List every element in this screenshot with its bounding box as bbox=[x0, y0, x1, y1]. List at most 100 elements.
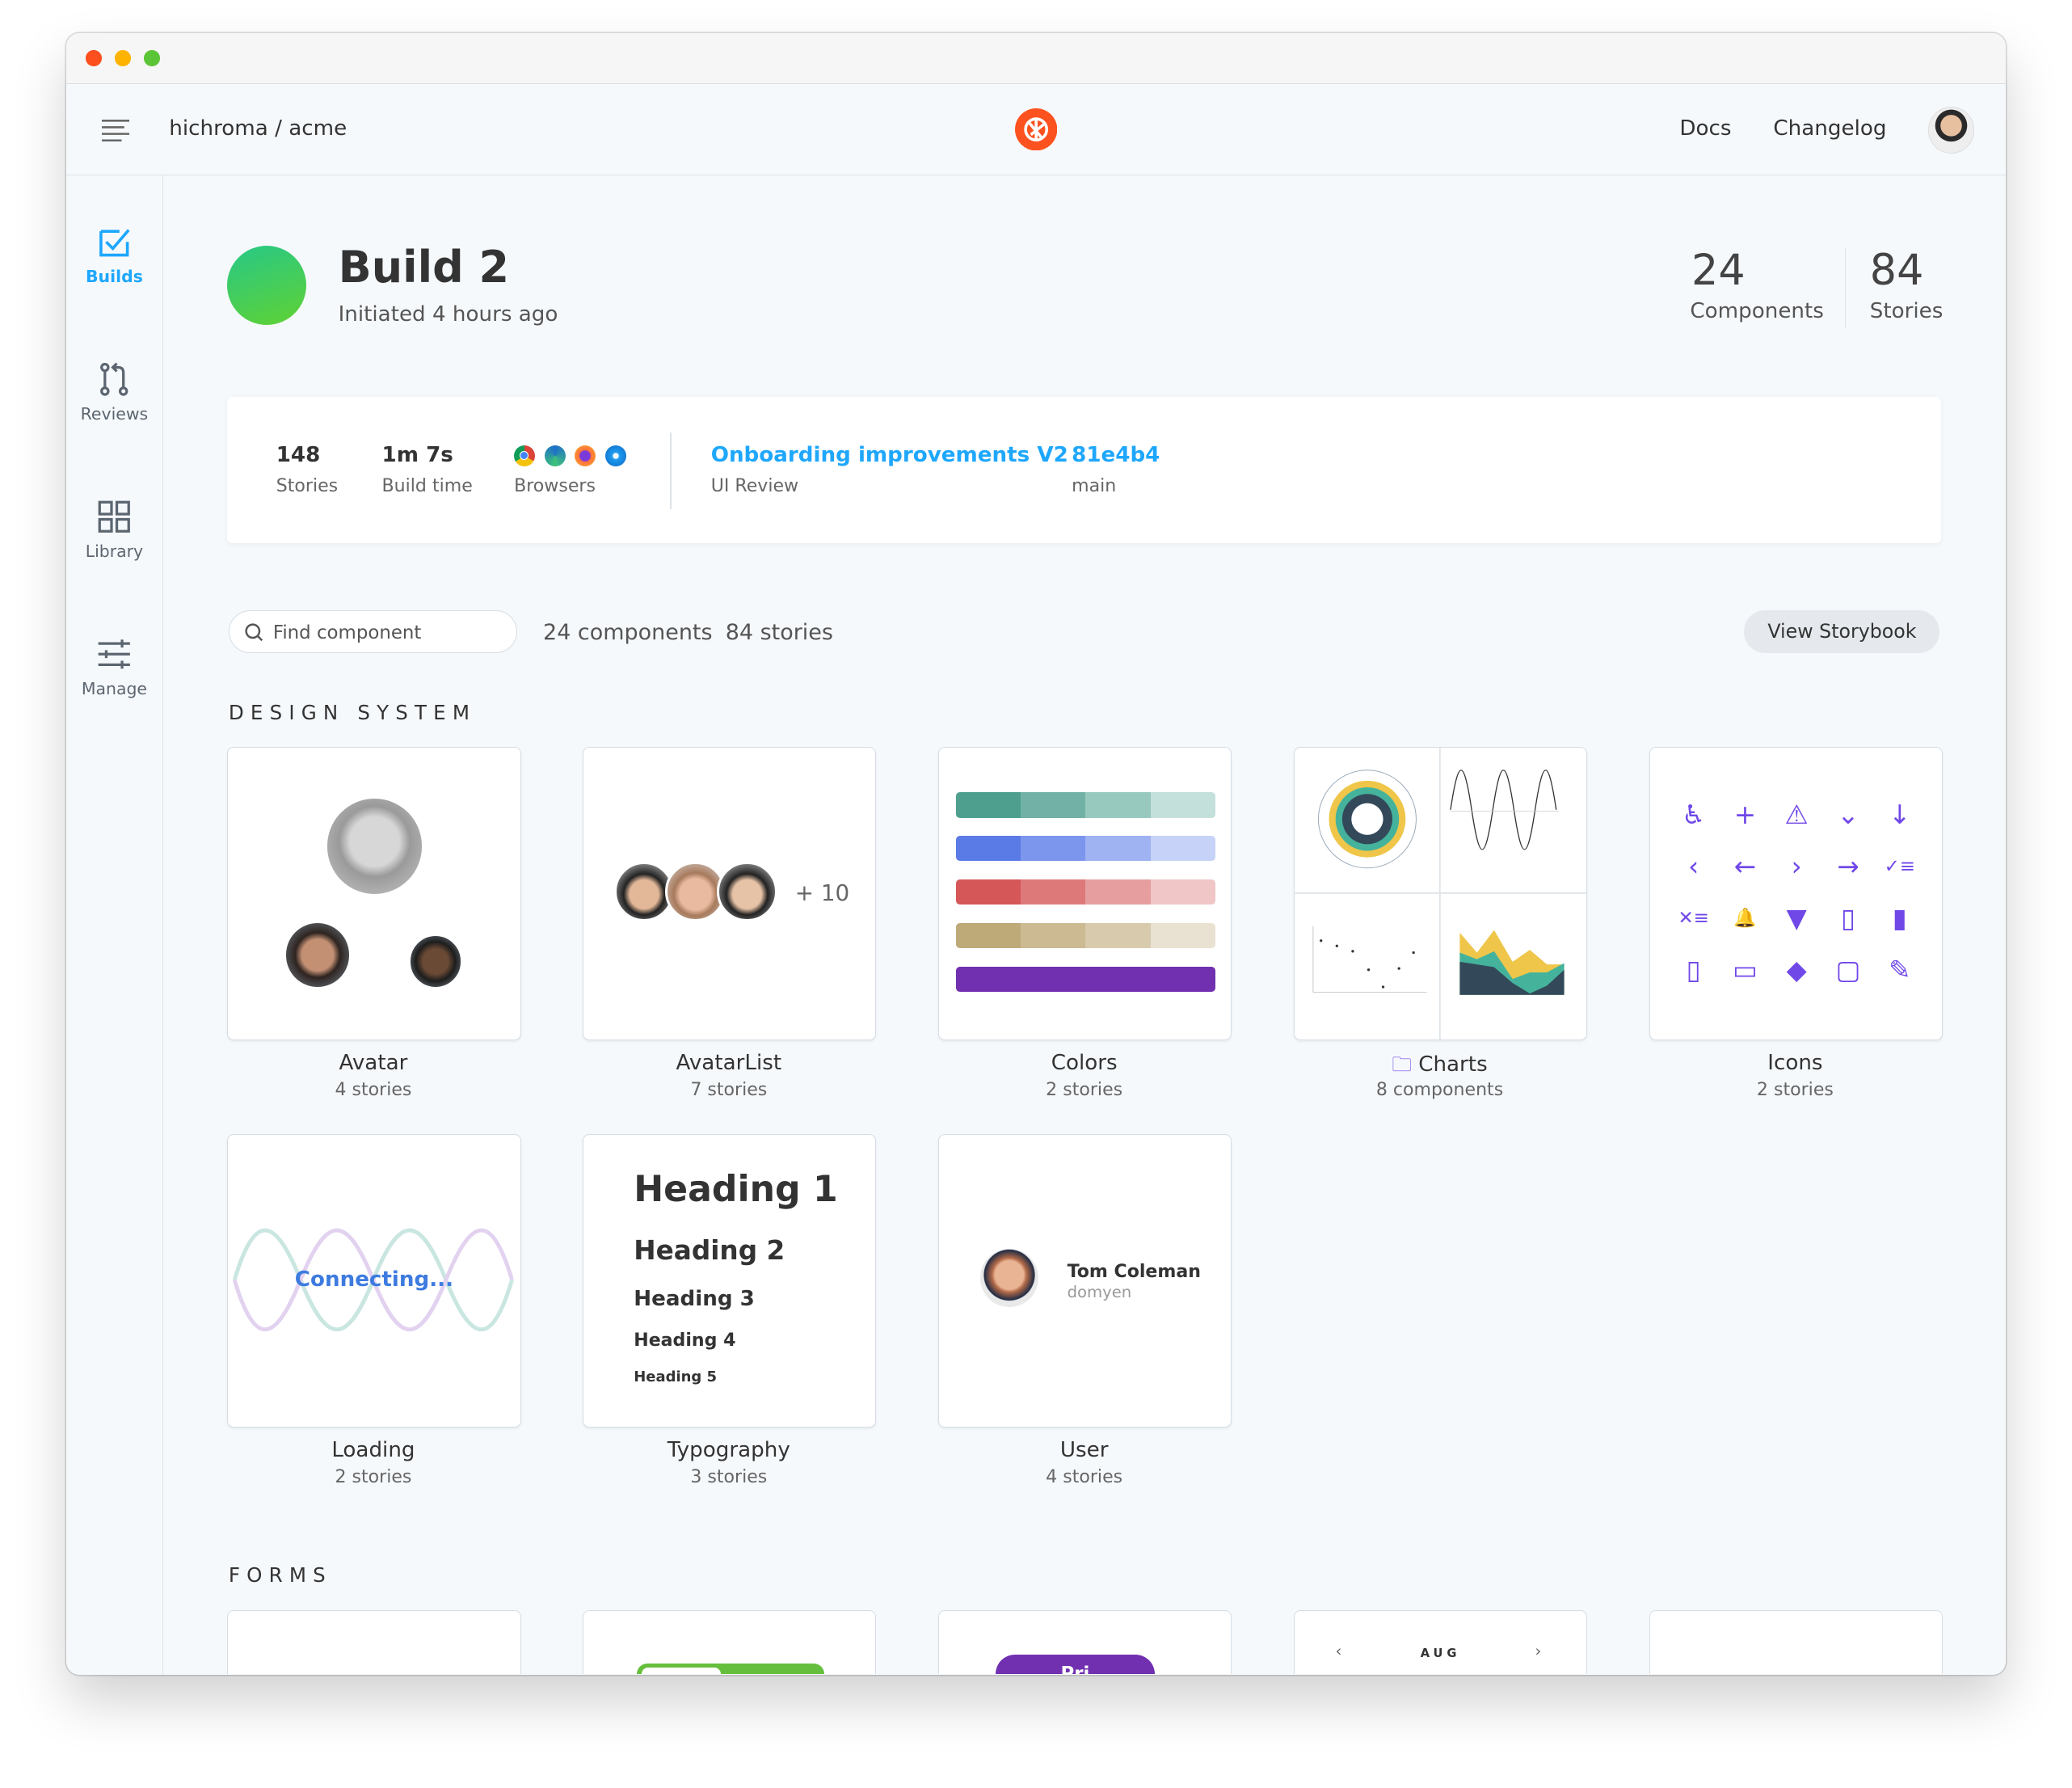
component-card-colors[interactable] bbox=[937, 746, 1232, 1041]
card-title[interactable]: Loading bbox=[331, 1438, 415, 1463]
component-card[interactable] bbox=[227, 1609, 521, 1675]
color-swatch-row bbox=[956, 836, 1215, 862]
folder-icon: 🗀 bbox=[1392, 1052, 1412, 1076]
card-title[interactable]: Icons bbox=[1767, 1050, 1823, 1075]
ui-review-link[interactable]: Onboarding improvements V2 bbox=[710, 442, 1068, 467]
menu-icon[interactable] bbox=[101, 118, 130, 141]
components-count: 24 bbox=[1691, 246, 1746, 296]
component-card-loading[interactable]: Connecting... bbox=[227, 1133, 521, 1428]
close-window-button[interactable] bbox=[86, 50, 102, 66]
sliders-icon bbox=[98, 639, 131, 669]
card-title[interactable]: User bbox=[1059, 1438, 1109, 1463]
avatar-large bbox=[324, 796, 425, 897]
user-name: Tom Coleman bbox=[1067, 1261, 1201, 1282]
top-header: hichroma / acme Docs Changelog bbox=[65, 84, 2007, 175]
changelog-link[interactable]: Changelog bbox=[1773, 116, 1887, 141]
component-card-typography[interactable]: Heading 1 Heading 2 Heading 3 Heading 4 … bbox=[583, 1133, 877, 1428]
accessibility-icon: ♿ bbox=[1682, 799, 1706, 831]
card-subtitle: 7 stories bbox=[690, 1079, 768, 1100]
radial-chart-thumbnail bbox=[1317, 770, 1417, 869]
component-card-toggle[interactable] bbox=[583, 1609, 877, 1675]
sidebar-item-builds[interactable]: Builds bbox=[66, 225, 162, 286]
card-subtitle: 2 stories bbox=[335, 1467, 412, 1488]
card-title[interactable]: Avatar bbox=[339, 1050, 408, 1075]
component-card-charts[interactable] bbox=[1293, 746, 1588, 1041]
sidebar-item-manage[interactable]: Manage bbox=[66, 637, 162, 698]
build-subtitle: Initiated 4 hours ago bbox=[338, 302, 558, 327]
color-swatch bbox=[1150, 792, 1215, 818]
browsers-label: Browsers bbox=[514, 475, 596, 496]
docs-link[interactable]: Docs bbox=[1679, 116, 1732, 141]
close-list-icon: ✕≡ bbox=[1678, 907, 1709, 929]
stories-label: Stories bbox=[1869, 298, 1944, 323]
firefox-icon bbox=[575, 445, 596, 467]
card-title[interactable]: Colors bbox=[1051, 1050, 1118, 1075]
card-title-row[interactable]: 🗀 Charts bbox=[1294, 1051, 1586, 1084]
card-title: Charts bbox=[1418, 1052, 1488, 1077]
arrow-down-icon: ↓ bbox=[1889, 799, 1911, 831]
arrow-right-icon: → bbox=[1837, 851, 1859, 883]
ui-review-label: UI Review bbox=[710, 475, 799, 496]
bitbucket-icon: ▼ bbox=[1786, 902, 1807, 934]
primary-button-preview: Pri bbox=[996, 1654, 1155, 1675]
pencil-icon: ✎ bbox=[1889, 954, 1911, 985]
heading-1: Heading 1 bbox=[634, 1169, 838, 1211]
color-swatch bbox=[1021, 879, 1086, 905]
stories-stat-label: Stories bbox=[276, 475, 339, 496]
user-avatar[interactable] bbox=[1927, 107, 1975, 154]
section-heading-forms: FORMS bbox=[228, 1563, 332, 1588]
chromatic-logo-icon[interactable] bbox=[1014, 108, 1058, 151]
minimize-window-button[interactable] bbox=[115, 50, 131, 66]
arrow-left-icon: ← bbox=[1733, 851, 1757, 883]
avatar-small bbox=[407, 934, 463, 989]
chevron-right-icon: › bbox=[1791, 851, 1802, 883]
component-card-user[interactable]: Tom Coleman domyen bbox=[937, 1133, 1232, 1428]
sidebar-item-reviews[interactable]: Reviews bbox=[66, 362, 162, 424]
card-subtitle: 2 stories bbox=[1756, 1079, 1834, 1100]
sidebar-item-library[interactable]: Library bbox=[66, 500, 162, 561]
commit-link[interactable]: 81e4b4 bbox=[1072, 442, 1160, 467]
toggle-preview bbox=[636, 1664, 824, 1675]
book-icon: ▯ bbox=[1840, 902, 1855, 934]
component-card[interactable] bbox=[1649, 1609, 1944, 1675]
heading-5: Heading 5 bbox=[634, 1368, 718, 1386]
maximize-window-button[interactable] bbox=[144, 50, 160, 66]
check-list-icon: ✓≡ bbox=[1884, 856, 1915, 878]
component-card-icons[interactable]: ♿ + ⚠ ⌄ ↓ ‹ ← › → ✓≡ ✕≡ 🔔 ▼ ▯ ▮ ▯ ▭ ◆ ▢ ✎ bbox=[1649, 746, 1944, 1041]
component-card-avatarlist[interactable]: + 10 bbox=[583, 746, 877, 1041]
component-card-calendar[interactable]: ‹ AUG › bbox=[1293, 1609, 1588, 1675]
stories-count: 84 bbox=[1869, 246, 1924, 296]
bookmark-icon: ▯ bbox=[1686, 954, 1701, 985]
component-card-avatar[interactable] bbox=[227, 746, 521, 1041]
calendar-month: AUG bbox=[1420, 1646, 1461, 1660]
chevron-down-icon: ⌄ bbox=[1837, 799, 1859, 831]
color-swatch bbox=[1085, 792, 1151, 818]
card-subtitle: 4 stories bbox=[1046, 1467, 1123, 1488]
color-swatch bbox=[1150, 923, 1215, 949]
color-palette bbox=[956, 792, 1215, 1010]
color-swatch bbox=[956, 923, 1021, 949]
sidebar-item-label: Manage bbox=[81, 679, 148, 699]
component-card-button[interactable]: Pri bbox=[937, 1609, 1232, 1675]
user-avatar bbox=[979, 1248, 1038, 1307]
card-title[interactable]: AvatarList bbox=[676, 1050, 782, 1075]
avatar-overflow-count: + 10 bbox=[794, 879, 850, 907]
pull-request-icon bbox=[100, 362, 128, 396]
color-swatch-row bbox=[956, 923, 1215, 949]
view-storybook-button[interactable]: View Storybook bbox=[1744, 610, 1940, 653]
color-swatch bbox=[956, 836, 1021, 862]
avatar bbox=[717, 861, 777, 922]
chevron-right-icon: › bbox=[1535, 1641, 1542, 1660]
bell-icon: 🔔 bbox=[1733, 908, 1757, 930]
edge-icon bbox=[544, 445, 566, 467]
search-input[interactable]: Find component bbox=[228, 610, 517, 654]
chevron-left-icon: ‹ bbox=[1335, 1641, 1342, 1660]
card-title[interactable]: Typography bbox=[667, 1438, 790, 1463]
color-swatch-row bbox=[956, 967, 1215, 993]
browser-icons bbox=[514, 445, 626, 467]
page-title: Build 2 bbox=[338, 242, 510, 293]
stories-stat-value: 148 bbox=[276, 442, 321, 467]
color-swatch bbox=[956, 879, 1021, 905]
charts-preview bbox=[1294, 747, 1587, 1040]
breadcrumb[interactable]: hichroma / acme bbox=[169, 116, 347, 141]
